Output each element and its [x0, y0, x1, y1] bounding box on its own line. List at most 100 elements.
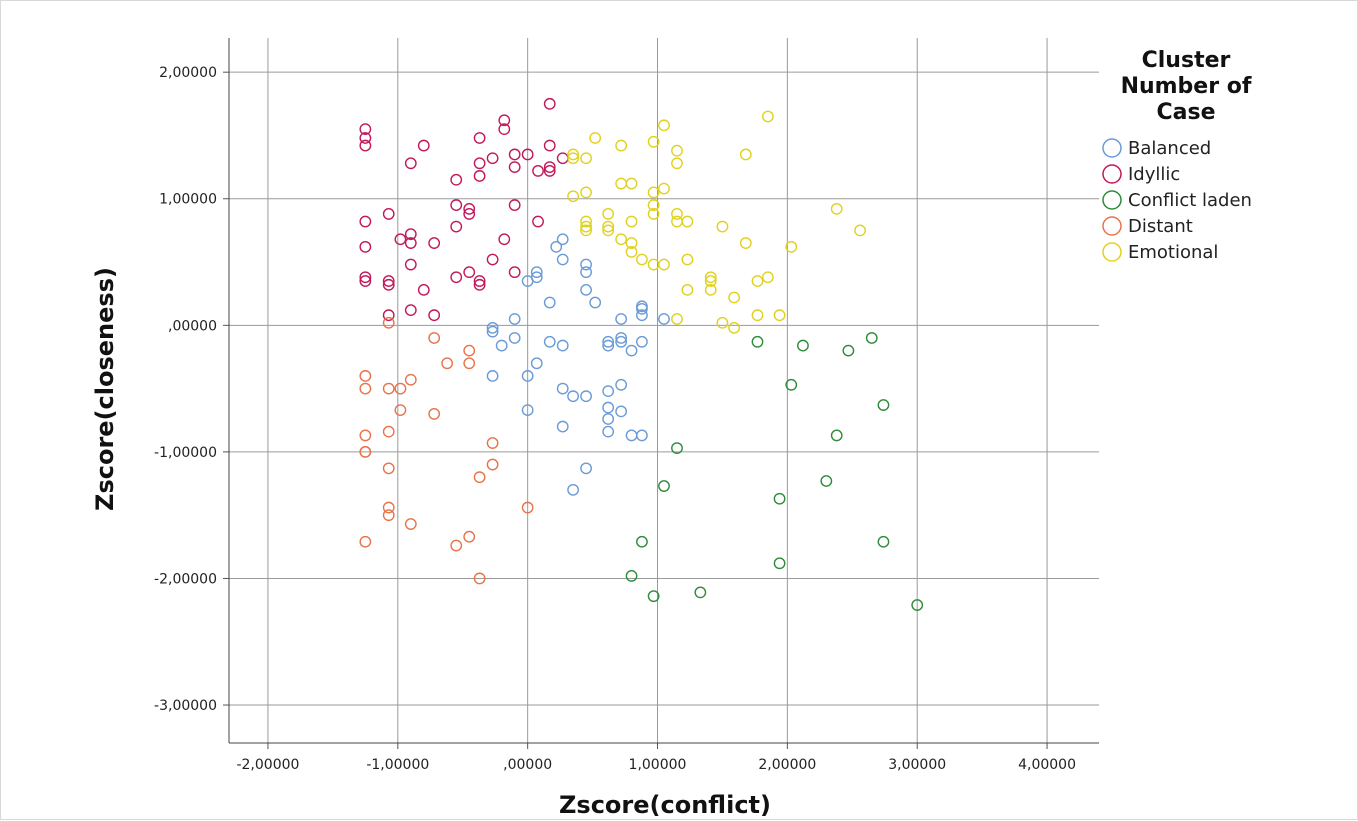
point-emotional: [658, 119, 670, 132]
point-emotional: [704, 271, 717, 284]
point-idyllic: [473, 132, 486, 144]
point-emotional: [728, 291, 741, 304]
point-conflict-laden: [911, 599, 924, 611]
point-conflict-laden: [751, 335, 764, 348]
point-emotional: [671, 215, 683, 228]
x-tick-label: 1,00000: [629, 757, 687, 773]
point-emotional: [854, 224, 866, 237]
point-conflict-laden: [625, 570, 638, 582]
point-emotional: [716, 220, 729, 233]
point-distant: [394, 404, 407, 417]
point-balanced: [636, 300, 648, 313]
point-distant: [450, 539, 463, 552]
legend-items: Balanced Idyllic Conflict laden Distant Emot…: [1102, 138, 1252, 263]
point-emotional: [580, 152, 592, 165]
point-distant: [382, 509, 395, 522]
point-balanced: [556, 233, 569, 246]
point-emotional: [728, 321, 741, 334]
point-balanced: [550, 240, 563, 253]
point-idyllic: [450, 271, 463, 284]
point-balanced: [615, 378, 628, 391]
point-balanced: [486, 325, 499, 338]
point-distant: [359, 382, 372, 395]
point-balanced: [556, 382, 569, 395]
point-emotional: [671, 208, 683, 220]
point-distant: [404, 373, 417, 386]
point-balanced: [580, 283, 592, 296]
point-balanced: [615, 405, 628, 418]
point-balanced: [615, 313, 628, 325]
point-distant: [486, 437, 499, 449]
point-emotional: [761, 271, 774, 284]
point-conflict-laden: [842, 344, 855, 357]
y-tick-label: -1,00000: [154, 445, 217, 461]
point-distant: [486, 458, 499, 471]
point-idyllic: [463, 208, 476, 220]
point-conflict-laden: [797, 339, 809, 352]
point-emotional: [625, 215, 638, 228]
point-balanced: [556, 253, 569, 266]
point-idyllic: [463, 202, 476, 215]
point-idyllic: [508, 266, 521, 279]
point-idyllic: [359, 139, 372, 152]
point-idyllic: [394, 233, 407, 246]
point-idyllic: [556, 152, 569, 165]
point-distant: [404, 518, 417, 530]
point-distant: [382, 382, 395, 395]
point-idyllic: [359, 271, 372, 284]
legend-marker-balanced: [1102, 138, 1122, 158]
point-idyllic: [417, 283, 430, 296]
point-idyllic: [486, 253, 499, 266]
point-balanced: [615, 335, 628, 348]
point-emotional: [751, 309, 764, 322]
point-conflict-laden: [877, 399, 890, 411]
point-emotional: [658, 182, 670, 195]
x-axis-title: Zscore(conflict): [559, 791, 771, 819]
point-emotional: [671, 313, 683, 325]
point-distant: [382, 501, 395, 514]
point-distant: [463, 344, 476, 357]
point-idyllic: [508, 148, 521, 161]
point-distant: [473, 572, 486, 585]
point-conflict-laden: [773, 557, 786, 570]
point-emotional: [636, 253, 648, 266]
legend-title-line-1: Cluster: [1142, 48, 1231, 73]
legend-label-emotional: Emotional: [1128, 242, 1218, 263]
point-idyllic: [543, 164, 556, 177]
point-idyllic: [450, 220, 463, 233]
point-emotional: [567, 148, 580, 161]
point-conflict-laden: [636, 535, 648, 548]
point-emotional: [580, 224, 592, 237]
point-emotional: [625, 237, 638, 249]
point-emotional: [615, 139, 628, 152]
point-idyllic: [532, 215, 544, 228]
point-balanced: [636, 429, 648, 442]
point-idyllic: [404, 237, 417, 249]
point-balanced: [625, 429, 638, 442]
point-idyllic: [473, 278, 486, 291]
point-conflict-laden: [785, 378, 798, 391]
point-conflict-laden: [658, 480, 670, 492]
y-tick-labels: -3,00000 -2,00000 -1,00000 ,00000 1,00000 2,0…: [154, 65, 217, 714]
legend-marker-distant: [1102, 216, 1122, 236]
y-tick-label: ,00000: [168, 318, 217, 334]
point-emotional: [647, 208, 660, 220]
point-emotional: [589, 132, 602, 144]
point-emotional: [580, 215, 592, 228]
point-balanced: [602, 413, 615, 425]
point-distant: [428, 408, 441, 420]
point-emotional: [761, 110, 774, 123]
point-balanced: [580, 258, 592, 271]
point-emotional: [704, 283, 717, 296]
point-balanced: [602, 335, 615, 348]
point-emotional: [602, 208, 615, 220]
point-balanced: [636, 302, 648, 315]
point-balanced: [636, 309, 648, 322]
point-emotional: [739, 148, 752, 161]
point-conflict-laden: [820, 475, 833, 487]
point-balanced: [658, 313, 670, 325]
point-idyllic: [508, 199, 521, 211]
point-balanced: [530, 266, 543, 279]
point-distant: [441, 357, 454, 370]
